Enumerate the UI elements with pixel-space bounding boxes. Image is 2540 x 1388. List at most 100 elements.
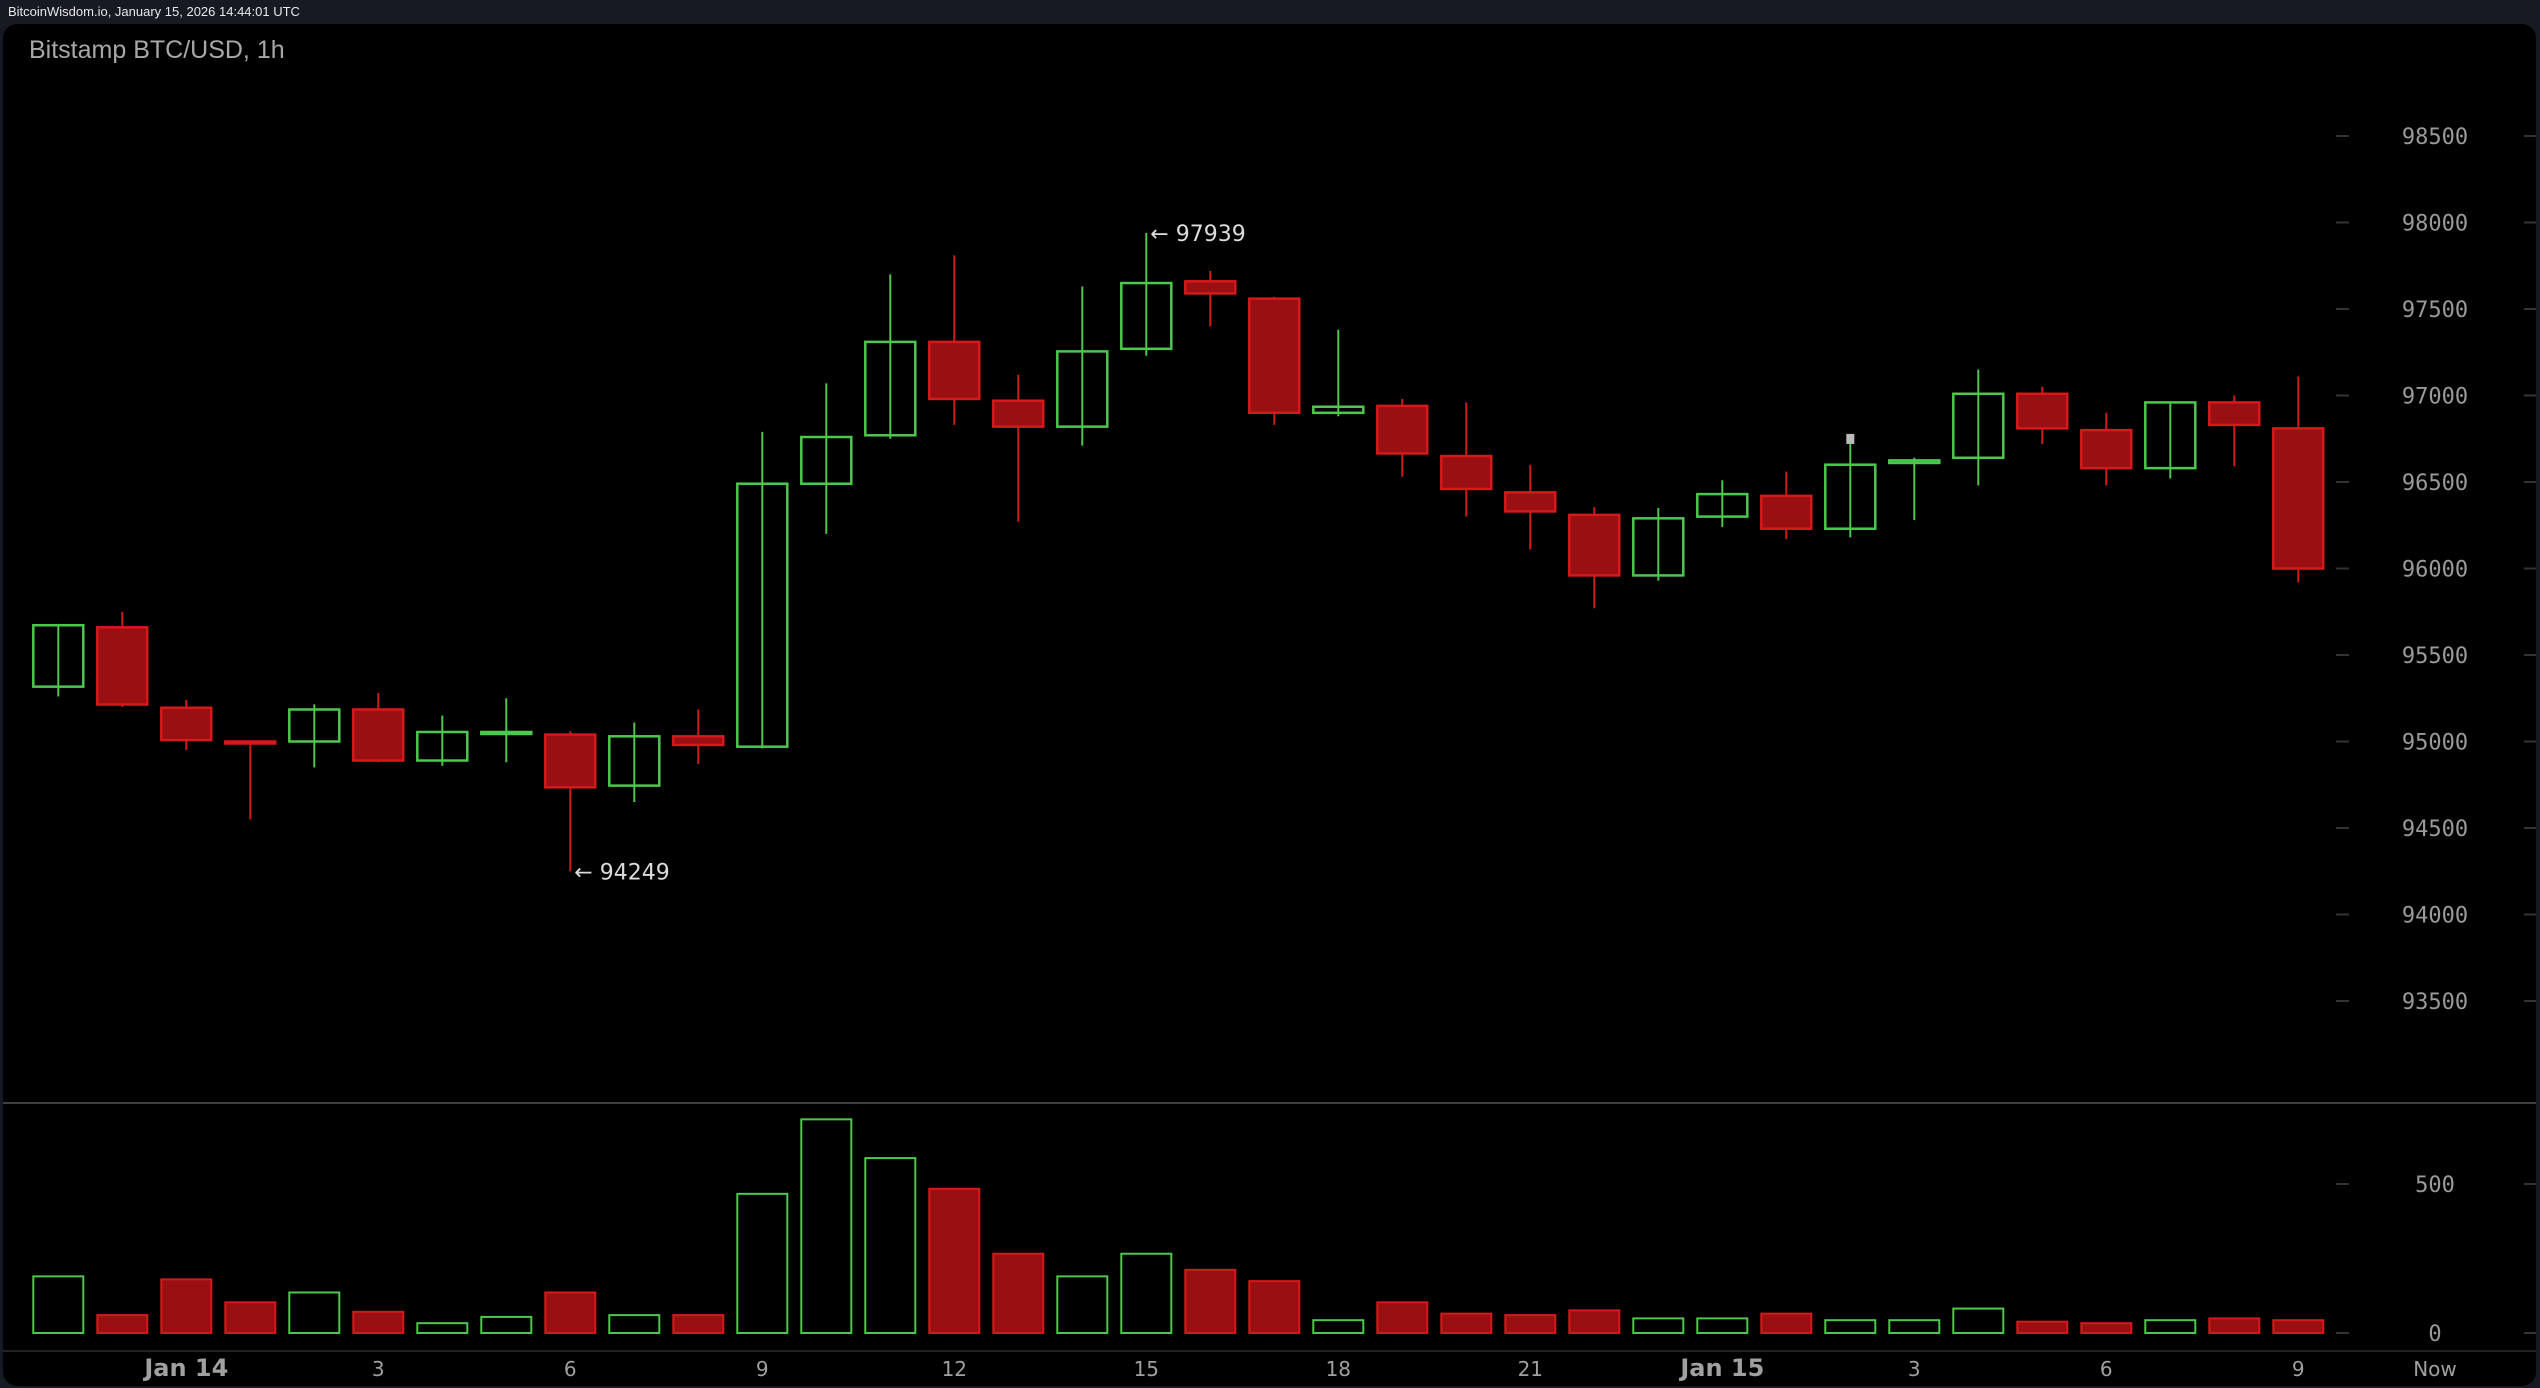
volume-bar-down [2016,1320,2069,1335]
candle-down [352,708,405,762]
volume-bar-down [1248,1280,1301,1334]
candle-down [1184,280,1237,295]
price-tick-label: 98500 [2402,125,2468,150]
volume-bar-up [480,1315,533,1334]
candle-down [1248,297,1301,415]
volume-bar-down [160,1278,213,1334]
extreme-price-annotation: ← 97939 [1150,222,1245,247]
volume-bar-down [544,1291,597,1335]
time-tick-label: 9 [756,1357,769,1381]
volume-bar-down [1440,1312,1493,1335]
candle-up [288,708,341,743]
volume-bar-up [32,1275,85,1335]
candle-up [1888,459,1941,465]
candle-up [32,623,85,688]
candle-up [736,482,789,748]
price-tick-label: 95000 [2402,731,2468,756]
candle-up [800,435,853,485]
source-timestamp: BitcoinWisdom.io, January 15, 2026 14:44… [8,4,300,19]
volume-bar-down [2080,1322,2133,1335]
top-bar: BitcoinWisdom.io, January 15, 2026 14:44… [0,0,2540,24]
candle-down [672,735,725,747]
volume-bar-up [1824,1319,1877,1335]
volume-bar-down [992,1252,1045,1335]
volume-bar-down [1568,1309,1621,1335]
volume-bar-up [1312,1319,1365,1335]
candle-down [2080,428,2133,470]
candle-up [2144,401,2197,470]
time-tick-label: 3 [372,1357,385,1381]
volume-bar-down [928,1187,981,1334]
time-tick-label: 15 [1134,1357,1159,1381]
volume-bar-down [1184,1268,1237,1334]
chart-panel: 98500 98000 97500 97000 96500 96000 95500 95000… [3,24,2536,1386]
candle-up [1312,405,1365,415]
cursor-marker-icon [1846,433,1855,444]
volume-bar-up [608,1314,661,1334]
time-tick-label: Jan 14 [142,1354,228,1382]
time-tick-label: 9 [2292,1357,2305,1381]
candle-down [2272,427,2325,570]
volume-bar-up [864,1157,917,1334]
candle-down [1376,404,1429,455]
chart-title: Bitstamp BTC/USD, 1h [29,36,285,64]
time-tick-label: 6 [2100,1357,2113,1381]
volume-bar-up [736,1192,789,1334]
volume-bar-up [1696,1317,1749,1334]
volume-bar-down [672,1314,725,1334]
volume-bar-up [800,1118,853,1334]
candle-up [864,340,917,437]
volume-bar-up [1632,1317,1685,1334]
time-tick-label: 21 [1518,1357,1543,1381]
time-tick-label: Jan 15 [1678,1354,1764,1382]
time-tick-label: 6 [564,1357,577,1381]
volume-bar-up [1952,1307,2005,1334]
candle-down [1504,491,1557,513]
candle-down [1568,513,1621,577]
candle-down [1760,494,1813,530]
volume-bar-up [416,1322,469,1335]
candle-up [1824,463,1877,530]
volume-bar-up [1120,1252,1173,1335]
price-tick-label: 94000 [2402,904,2468,929]
candle-up [416,730,469,762]
time-tick-label: 12 [942,1357,967,1381]
price-tick-label: 97000 [2402,385,2468,410]
volume-bar-down [96,1314,149,1334]
candle-up [608,735,661,787]
price-tick-label: 96500 [2402,471,2468,496]
volume-bar-up [288,1291,341,1335]
candle-down [224,740,277,745]
candle-up [1056,350,1109,428]
candle-up [1696,492,1749,518]
volume-bar-down [2272,1319,2325,1335]
volume-bar-down [352,1310,405,1335]
candle-up [1952,392,2005,460]
candle-down [1440,454,1493,491]
candle-down [2016,392,2069,430]
candle-down [2208,401,2261,427]
candle-down [928,340,981,401]
volume-bar-up [2144,1319,2197,1335]
price-tick-label: 97500 [2402,298,2468,323]
time-tick-label: 3 [1908,1357,1921,1381]
candle-down [992,399,1045,428]
volume-bar-down [1760,1312,1813,1335]
candle-down [544,733,597,789]
volume-bar-down [224,1301,277,1335]
price-tick-label: 96000 [2402,558,2468,583]
volume-bar-up [1056,1275,1109,1335]
extreme-price-annotation: ← 94249 [574,860,669,885]
price-tick-label: 98000 [2402,212,2468,237]
time-now-label: Now [2413,1357,2457,1381]
time-tick-label: 18 [1326,1357,1351,1381]
price-tick-label: 93500 [2402,990,2468,1015]
volume-bar-up [1888,1319,1941,1335]
candle-up [1632,517,1685,577]
candle-down [96,626,149,706]
candlestick-chart[interactable]: 9850098000975009700096500960009550095000… [3,24,2536,1386]
price-tick-label: 95500 [2402,644,2468,669]
candle-up [1120,281,1173,351]
volume-tick-label: 500 [2415,1173,2455,1198]
volume-bar-down [2208,1317,2261,1334]
